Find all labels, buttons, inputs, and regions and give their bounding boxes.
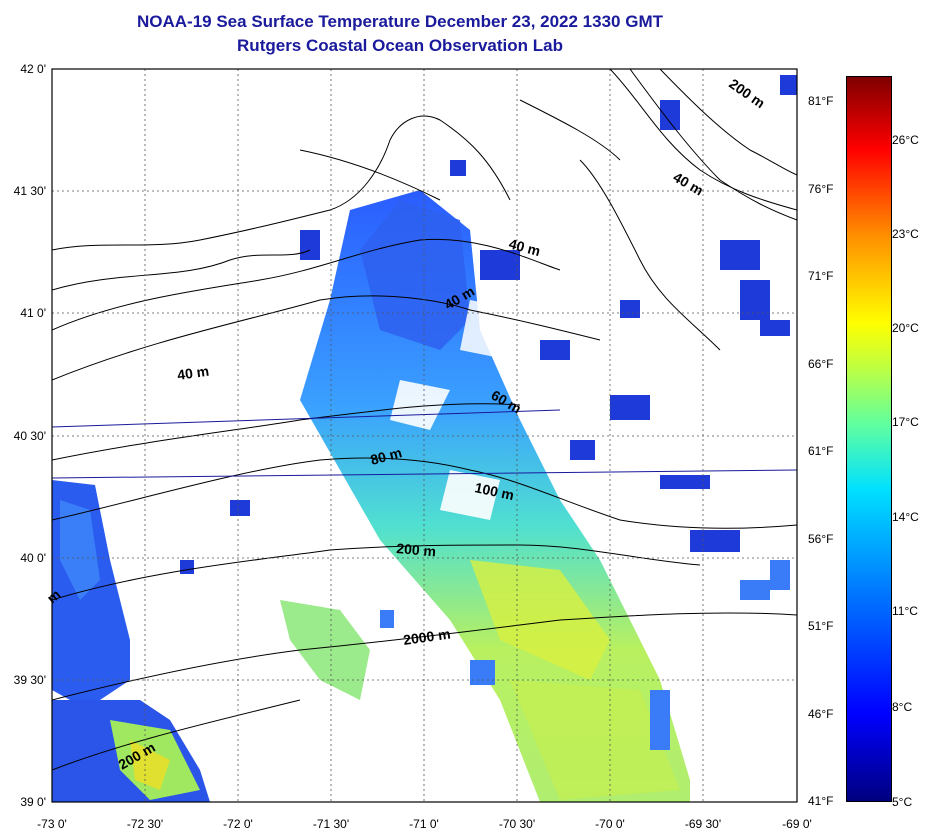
lon-label: -69 0' bbox=[782, 817, 812, 831]
map-title: NOAA-19 Sea Surface Temperature December… bbox=[137, 12, 663, 31]
celsius-label: 11°C bbox=[892, 604, 918, 618]
contour-label: 200 m bbox=[726, 75, 768, 111]
celsius-label: 5°C bbox=[892, 795, 913, 809]
celsius-label: 23°C bbox=[892, 227, 919, 241]
celsius-label: 26°C bbox=[892, 133, 919, 147]
contour-label: 40 m bbox=[671, 169, 707, 199]
contour-label: 80 m bbox=[369, 444, 404, 468]
fahrenheit-label: 66°F bbox=[808, 357, 834, 371]
fahrenheit-label: 46°F bbox=[808, 707, 834, 721]
fahrenheit-label: 81°F bbox=[808, 94, 834, 108]
celsius-label: 8°C bbox=[892, 700, 913, 714]
lon-label: -72 0' bbox=[223, 817, 253, 831]
map-frame bbox=[51, 68, 798, 803]
lon-label: -69 30' bbox=[684, 817, 722, 831]
contour-label: 2000 m bbox=[402, 626, 451, 648]
celsius-label: 17°C bbox=[892, 415, 919, 429]
lat-label: 40 30' bbox=[13, 429, 46, 443]
graticule bbox=[52, 69, 797, 802]
fahrenheit-label: 41°F bbox=[808, 794, 834, 808]
contour-label: 40 m bbox=[176, 363, 210, 383]
fahrenheit-label: 71°F bbox=[808, 269, 834, 283]
temperature-colorbar bbox=[846, 76, 892, 802]
lon-label: -70 0' bbox=[595, 817, 625, 831]
fahrenheit-label: 61°F bbox=[808, 444, 834, 458]
lon-label: -70 30' bbox=[498, 817, 536, 831]
map-subtitle: Rutgers Coastal Ocean Observation Lab bbox=[237, 36, 563, 55]
contour-label: 40 m bbox=[507, 235, 542, 259]
lat-label: 41 0' bbox=[20, 306, 46, 320]
lon-label: -71 30' bbox=[312, 817, 350, 831]
lat-label: 39 0' bbox=[20, 795, 46, 809]
lon-label: -73 0' bbox=[37, 817, 67, 831]
lat-label: 39 30' bbox=[13, 673, 46, 687]
contour-label: 200 m bbox=[396, 540, 437, 559]
fahrenheit-label: 51°F bbox=[808, 619, 834, 633]
lon-label: -71 0' bbox=[409, 817, 439, 831]
sst-data-layer bbox=[52, 75, 797, 802]
transect-lines bbox=[51, 409, 798, 479]
celsius-label: 20°C bbox=[892, 321, 919, 335]
lat-label: 40 0' bbox=[20, 551, 46, 565]
lat-label: 42 0' bbox=[20, 62, 46, 76]
celsius-label: 14°C bbox=[892, 510, 919, 524]
fahrenheit-label: 76°F bbox=[808, 182, 834, 196]
fahrenheit-label: 56°F bbox=[808, 532, 834, 546]
coastline bbox=[52, 115, 721, 351]
lon-label: -72 30' bbox=[126, 817, 164, 831]
bathymetry-contours bbox=[52, 69, 797, 771]
lat-label: 41 30' bbox=[13, 184, 46, 198]
